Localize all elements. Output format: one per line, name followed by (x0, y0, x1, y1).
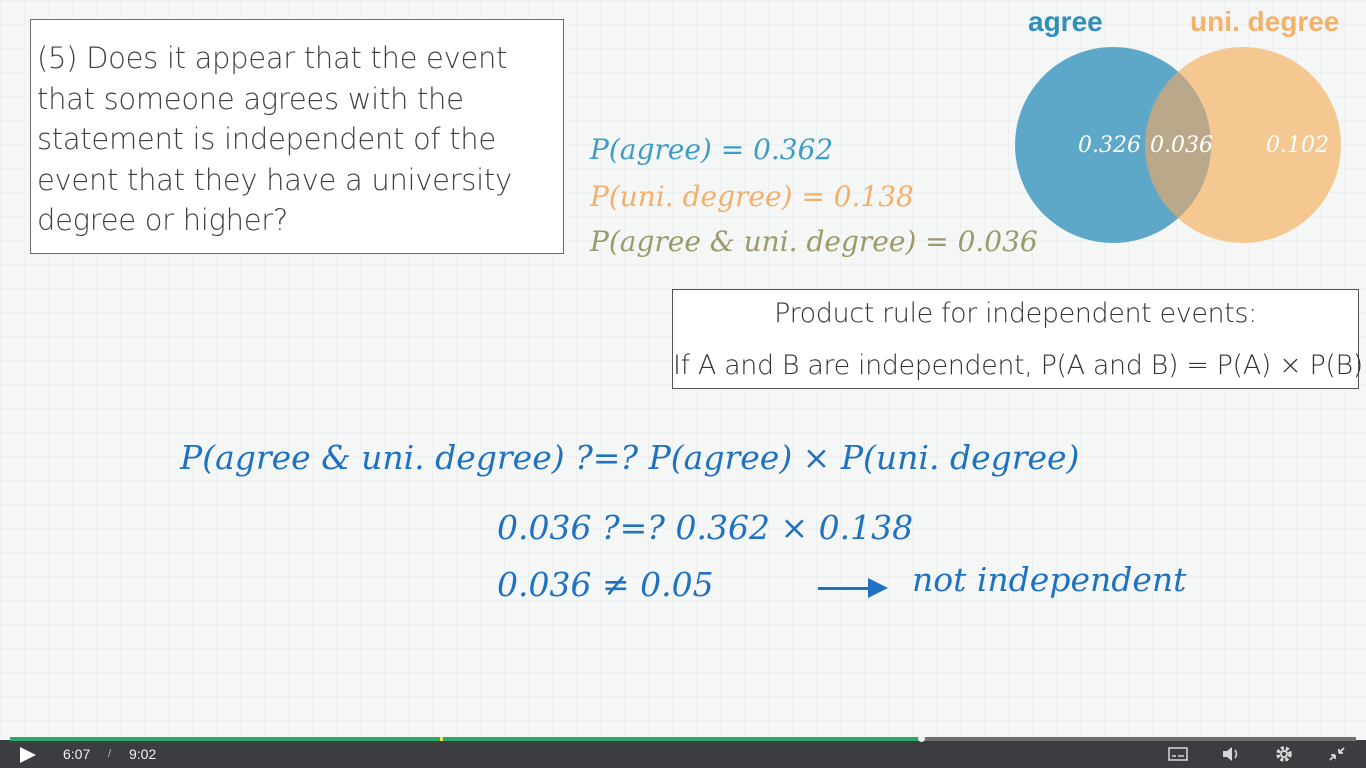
play-icon[interactable] (16, 744, 40, 766)
progress-scrubber[interactable] (918, 735, 926, 742)
question-line: statement is independent of the (37, 122, 496, 156)
question-line: (5) Does it appear that the event (37, 41, 508, 75)
rule-title: Product rule for independent events: (774, 298, 1257, 329)
prob-agree-and-uni: P(agree & uni. degree) = 0.036 (590, 225, 1038, 258)
question-line: degree or higher? (37, 203, 289, 237)
venn-label-agree: agree (1028, 6, 1103, 37)
total-time: 9:02 (129, 746, 157, 762)
venn-overlap (1145, 47, 1211, 243)
exit-fullscreen-icon[interactable] (1326, 744, 1348, 764)
progress-fill (10, 737, 922, 741)
progress-marker (440, 737, 443, 741)
product-rule-box: Product rule for independent events: If … (672, 289, 1363, 389)
rule-body: If A and B are independent, P(A and B) =… (673, 350, 1363, 381)
video-frame[interactable]: (5) Does it appear that the event that s… (0, 0, 1366, 740)
prob-uni-degree: P(uni. degree) = 0.138 (590, 180, 914, 213)
arrow-head-icon (868, 578, 888, 598)
arrow-icon (818, 587, 876, 590)
venn-label-uni-degree: uni. degree (1190, 6, 1340, 37)
time-separator: / (108, 748, 112, 760)
question-line: that someone agrees with the (37, 81, 464, 116)
volume-icon[interactable] (1220, 744, 1242, 764)
conclusion: not independent (912, 560, 1187, 599)
venn-diagram: 0.326 0.036 0.102 (1015, 47, 1341, 243)
current-time: 6:07 (63, 746, 91, 762)
question-line: event that they have a university (37, 162, 512, 197)
work-line-3: 0.036 ≠ 0.05 (497, 565, 714, 604)
work-line-1: P(agree & uni. degree) ?=? P(agree) × P(… (180, 438, 1080, 477)
venn-value-only-uni: 0.102 (1266, 133, 1329, 158)
venn-value-intersection: 0.036 (1150, 133, 1213, 158)
prob-agree: P(agree) = 0.362 (590, 133, 834, 166)
settings-icon[interactable] (1273, 744, 1295, 764)
venn-value-only-agree: 0.326 (1078, 133, 1141, 158)
question-box: (5) Does it appear that the event that s… (30, 19, 564, 254)
progress-bar[interactable] (10, 735, 1356, 742)
captions-icon[interactable] (1167, 744, 1189, 764)
work-line-2: 0.036 ?=? 0.362 × 0.138 (497, 508, 914, 547)
player-controls: 6:07 / 9:02 (0, 735, 1366, 768)
